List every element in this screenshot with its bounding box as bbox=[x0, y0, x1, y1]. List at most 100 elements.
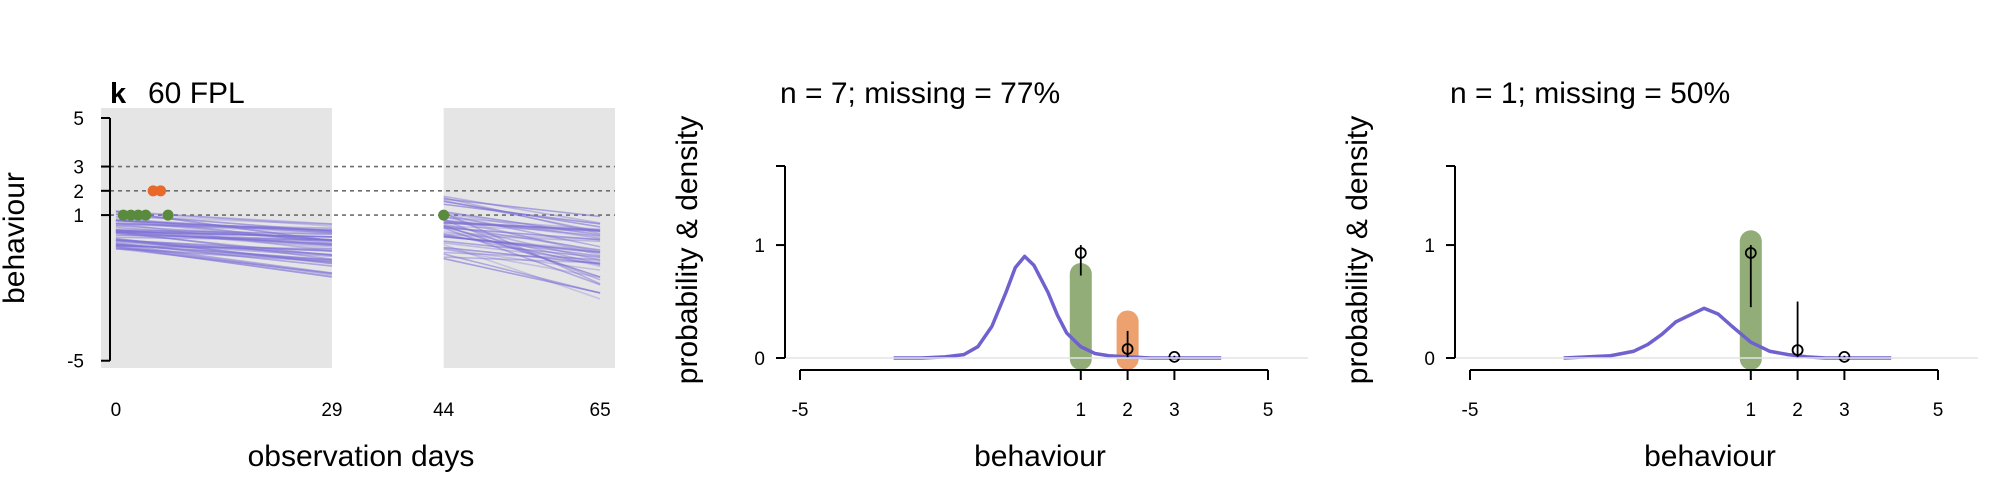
trajectory-line bbox=[115, 242, 333, 267]
x-tick-label: 3 bbox=[1169, 400, 1180, 421]
x-tick-label: -5 bbox=[792, 400, 809, 421]
y-axis-label: behaviour bbox=[0, 172, 31, 304]
y-tick-label: 1 bbox=[1424, 236, 1435, 257]
trajectory-line bbox=[443, 211, 601, 236]
trajectory-line bbox=[115, 236, 332, 242]
x-axis-label: observation days bbox=[248, 440, 475, 473]
trajectory-line bbox=[443, 227, 601, 286]
trajectory-line bbox=[443, 243, 601, 300]
x-axis-label: behaviour bbox=[1644, 440, 1776, 473]
trajectory-line bbox=[115, 226, 332, 245]
trajectory-line bbox=[443, 224, 601, 278]
density-line bbox=[1563, 306, 1892, 360]
trajectory-line bbox=[443, 195, 601, 224]
y-tick-label: 0 bbox=[1424, 349, 1435, 370]
trajectory-line bbox=[443, 198, 601, 218]
density-curve bbox=[893, 254, 1222, 360]
trajectory-line bbox=[443, 240, 601, 259]
trajectory-line bbox=[115, 234, 332, 241]
trajectory-lines bbox=[115, 195, 601, 300]
trajectory-line bbox=[115, 240, 332, 258]
trajectory-line bbox=[115, 246, 333, 278]
x-axis-label: behaviour bbox=[974, 440, 1106, 473]
x-tick-label: 5 bbox=[1263, 400, 1274, 421]
trajectory-line bbox=[115, 243, 333, 274]
trajectory-line bbox=[115, 229, 332, 236]
y-tick-label: 1 bbox=[754, 236, 765, 257]
x-tick-label: 0 bbox=[111, 400, 122, 421]
y-tick-label: 0 bbox=[754, 349, 765, 370]
x-tick-label: 2 bbox=[1792, 400, 1803, 421]
panel-title: 60 FPL bbox=[148, 77, 245, 110]
trajectory-line bbox=[443, 210, 601, 237]
trajectory-line bbox=[115, 224, 332, 241]
trajectory-line bbox=[115, 239, 332, 256]
observed-point bbox=[140, 209, 152, 221]
x-tick-label: 1 bbox=[1746, 400, 1757, 421]
trajectory-line bbox=[115, 245, 333, 275]
trajectory-line bbox=[115, 219, 332, 234]
trajectory-line bbox=[443, 216, 601, 240]
trajectory-line bbox=[443, 248, 601, 271]
estimate-markers bbox=[1074, 245, 1181, 363]
trajectory-line bbox=[115, 239, 332, 252]
estimate-point bbox=[1168, 350, 1181, 363]
axes: -5 1 2 3 5 0 29 44 65 bbox=[67, 109, 611, 421]
estimate-point bbox=[1791, 344, 1804, 356]
trajectory-line bbox=[115, 245, 333, 277]
trajectory-line bbox=[115, 211, 332, 225]
observed-points bbox=[117, 185, 450, 221]
trajectory-line bbox=[115, 245, 332, 252]
distribution-panel-2: 0 1 -5 1 2 3 5 n = 1; missing = 50% probabilit… bbox=[1341, 77, 1978, 473]
estimate-point bbox=[1838, 350, 1851, 363]
x-tick-label: 2 bbox=[1122, 400, 1133, 421]
trajectory-line bbox=[443, 222, 601, 232]
y-tick-label: 1 bbox=[73, 206, 84, 227]
y-axis-label: probability & density bbox=[1341, 116, 1374, 384]
trajectory-line bbox=[443, 203, 601, 225]
trajectory-line bbox=[443, 233, 601, 243]
y-tick-label: 5 bbox=[73, 109, 84, 130]
trajectory-line bbox=[115, 219, 333, 242]
trajectory-line bbox=[115, 231, 332, 247]
trajectory-line bbox=[115, 230, 332, 238]
x-tick-label: 1 bbox=[1076, 400, 1087, 421]
axes: 0 1 -5 1 2 3 5 bbox=[754, 165, 1308, 421]
trajectory-line bbox=[443, 216, 601, 231]
trajectory-line bbox=[443, 257, 601, 294]
y-axis-label: probability & density bbox=[671, 116, 704, 384]
trajectory-line bbox=[443, 215, 601, 256]
estimate-point bbox=[1074, 247, 1087, 259]
trajectory-line bbox=[115, 229, 332, 235]
trajectory-line bbox=[443, 242, 601, 263]
trajectory-line bbox=[443, 256, 601, 264]
x-tick-label: -5 bbox=[1462, 400, 1479, 421]
observed-point bbox=[438, 209, 450, 221]
y-tick-label: -5 bbox=[67, 352, 84, 373]
trajectory-line bbox=[443, 221, 601, 232]
panel-letter: k bbox=[110, 78, 127, 110]
x-tick-label: 65 bbox=[590, 400, 611, 421]
probability-bar bbox=[1069, 263, 1092, 370]
trajectory-line bbox=[443, 225, 601, 252]
observed-point bbox=[162, 209, 174, 221]
y-tick-label: 3 bbox=[73, 158, 84, 179]
axes: 0 1 -5 1 2 3 5 bbox=[1424, 165, 1978, 421]
trajectory-line bbox=[115, 209, 332, 227]
trajectory-panel: -5 1 2 3 5 0 29 44 65 k 60 FPL behaviour observa… bbox=[0, 77, 615, 473]
trajectory-line bbox=[443, 196, 601, 235]
x-tick-label: 29 bbox=[321, 400, 342, 421]
estimate-point bbox=[1744, 247, 1757, 259]
x-tick-label: 5 bbox=[1933, 400, 1944, 421]
x-tick-label: 3 bbox=[1839, 400, 1850, 421]
trajectory-line bbox=[443, 226, 601, 241]
panel-title: n = 7; missing = 77% bbox=[780, 77, 1060, 110]
trajectory-line bbox=[443, 199, 601, 233]
trajectory-line bbox=[443, 213, 601, 248]
trajectory-line bbox=[115, 213, 332, 226]
trajectory-line bbox=[443, 248, 601, 279]
panel-title: n = 1; missing = 50% bbox=[1450, 77, 1730, 110]
trajectory-line bbox=[115, 230, 332, 248]
trajectory-line bbox=[443, 231, 601, 241]
